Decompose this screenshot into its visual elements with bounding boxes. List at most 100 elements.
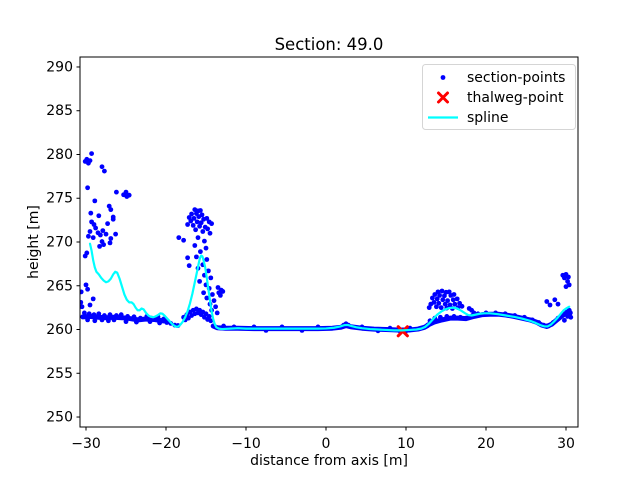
- section-point: [85, 185, 90, 191]
- section-point: [434, 304, 439, 310]
- legend-marker-section-points-icon: [440, 75, 446, 80]
- x-tick-label: 0: [322, 436, 331, 452]
- legend-label-spline: spline: [467, 110, 508, 126]
- section-point: [562, 275, 567, 281]
- section-point: [82, 310, 87, 316]
- section-point: [215, 285, 221, 290]
- section-point: [198, 208, 203, 213]
- section-point: [208, 275, 214, 281]
- y-tick-label: 275: [46, 191, 73, 207]
- section-point: [442, 293, 447, 299]
- section-point: [105, 221, 110, 227]
- section-point: [445, 298, 450, 304]
- section-point: [91, 312, 97, 318]
- section-point: [114, 313, 119, 318]
- section-point: [80, 289, 84, 295]
- section-point: [220, 289, 226, 294]
- section-point: [450, 297, 456, 303]
- section-point: [432, 292, 438, 297]
- section-point: [125, 313, 130, 319]
- section-point: [209, 221, 215, 227]
- section-point: [202, 238, 207, 244]
- section-point: [438, 305, 444, 311]
- section-point: [563, 284, 569, 290]
- section-point: [186, 315, 191, 321]
- section-point: [214, 310, 220, 316]
- section-point: [440, 297, 446, 303]
- y-tick-label: 285: [46, 103, 73, 119]
- section-point: [86, 311, 92, 317]
- section-point: [101, 242, 106, 248]
- section-point: [196, 214, 202, 220]
- section-point: [93, 225, 98, 231]
- section-point: [568, 310, 573, 316]
- section-point: [195, 235, 201, 241]
- y-axis-label: height [m]: [26, 205, 42, 279]
- section-point: [107, 240, 113, 246]
- section-point: [430, 295, 435, 301]
- chart-title: Section: 49.0: [275, 35, 384, 54]
- section-point: [204, 257, 210, 262]
- section-point: [192, 243, 198, 248]
- section-point: [566, 274, 571, 280]
- section-point: [82, 253, 88, 259]
- section-point: [161, 316, 167, 322]
- y-tick-label: 280: [46, 147, 73, 163]
- section-point: [201, 290, 207, 296]
- plot-area: −30 −20 −10 0 10 20 30 250 255 260 265 270 275 280 285…: [46, 56, 579, 452]
- section-point: [197, 278, 203, 284]
- x-tick-label: −30: [71, 436, 101, 452]
- section-point: [190, 222, 196, 228]
- x-tick-label: −20: [151, 436, 181, 452]
- section-point: [106, 318, 111, 324]
- section-point: [194, 254, 199, 260]
- section-point: [108, 236, 114, 241]
- section-point: [113, 231, 118, 237]
- section-point: [114, 189, 119, 195]
- section-point: [552, 297, 558, 303]
- x-tick-label: 30: [557, 436, 575, 452]
- section-point: [203, 245, 209, 251]
- section-point: [426, 305, 432, 311]
- section-point: [89, 151, 94, 157]
- section-point: [458, 314, 463, 320]
- section-point: [218, 292, 223, 298]
- section-point: [193, 227, 199, 233]
- section-point: [437, 292, 442, 298]
- legend-label-thalweg-point: thalweg-point: [467, 90, 564, 106]
- section-point: [181, 237, 187, 243]
- section-point: [197, 223, 203, 229]
- section-point: [88, 210, 94, 216]
- section-point: [80, 299, 84, 305]
- x-tick-label: 10: [397, 436, 415, 452]
- section-point: [164, 320, 170, 325]
- section-point: [444, 313, 450, 319]
- section-point: [205, 226, 211, 232]
- section-point: [96, 311, 102, 317]
- section-point: [85, 286, 90, 292]
- section-point: [107, 312, 113, 318]
- section-point: [176, 235, 182, 241]
- section-point: [99, 317, 105, 323]
- section-point: [96, 213, 102, 219]
- section-point: [221, 323, 227, 329]
- legend-marker-thalweg-point-icon: [437, 91, 449, 104]
- section-point: [452, 301, 458, 307]
- section-point: [87, 229, 93, 234]
- x-tick-label: −10: [231, 436, 261, 452]
- section-point: [204, 215, 210, 221]
- section-point: [86, 233, 91, 239]
- legend: section-points thalweg-point spline: [422, 64, 576, 130]
- section-point: [188, 218, 194, 224]
- section-point: [186, 263, 192, 269]
- section-point: [185, 255, 191, 261]
- section-point: [123, 319, 129, 325]
- section-point: [99, 164, 105, 170]
- section-point: [547, 302, 553, 308]
- section-point: [207, 230, 213, 236]
- section-point: [126, 192, 132, 198]
- section-point: [92, 318, 98, 324]
- section-point: [211, 298, 217, 304]
- section-point: [185, 222, 191, 227]
